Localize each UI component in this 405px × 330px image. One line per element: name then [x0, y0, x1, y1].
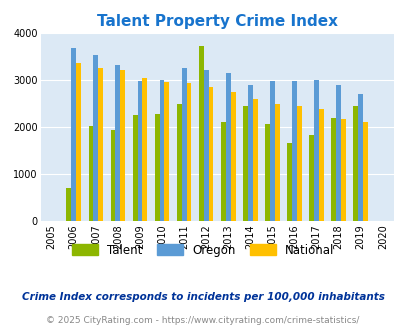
Bar: [142, 78, 147, 221]
Bar: [286, 143, 291, 221]
Text: © 2025 CityRating.com - https://www.cityrating.com/crime-statistics/: © 2025 CityRating.com - https://www.city…: [46, 315, 359, 325]
Bar: [181, 68, 186, 221]
Bar: [176, 105, 181, 221]
Bar: [225, 73, 230, 221]
Bar: [159, 80, 164, 221]
Bar: [98, 68, 103, 221]
Bar: [230, 92, 235, 221]
Bar: [274, 104, 279, 221]
Bar: [208, 86, 213, 221]
Bar: [296, 106, 301, 221]
Bar: [330, 118, 335, 221]
Bar: [252, 99, 257, 221]
Bar: [309, 135, 313, 221]
Bar: [120, 70, 125, 221]
Title: Talent Property Crime Index: Talent Property Crime Index: [96, 14, 337, 29]
Bar: [164, 82, 169, 221]
Bar: [132, 115, 137, 221]
Bar: [340, 118, 345, 221]
Bar: [88, 126, 93, 221]
Bar: [291, 81, 296, 221]
Bar: [71, 48, 76, 221]
Bar: [203, 70, 208, 221]
Bar: [110, 130, 115, 221]
Legend: Talent, Oregon, National: Talent, Oregon, National: [67, 239, 338, 261]
Bar: [362, 122, 367, 221]
Bar: [154, 114, 159, 221]
Bar: [220, 122, 225, 221]
Bar: [243, 106, 247, 221]
Bar: [186, 83, 191, 221]
Bar: [93, 55, 98, 221]
Bar: [357, 94, 362, 221]
Bar: [198, 46, 203, 221]
Bar: [318, 109, 323, 221]
Bar: [247, 85, 252, 221]
Text: Crime Index corresponds to incidents per 100,000 inhabitants: Crime Index corresponds to incidents per…: [21, 292, 384, 302]
Bar: [335, 85, 340, 221]
Bar: [66, 188, 71, 221]
Bar: [76, 63, 81, 221]
Bar: [269, 81, 274, 221]
Bar: [264, 124, 269, 221]
Bar: [137, 81, 142, 221]
Bar: [313, 81, 318, 221]
Bar: [115, 65, 120, 221]
Bar: [352, 106, 357, 221]
